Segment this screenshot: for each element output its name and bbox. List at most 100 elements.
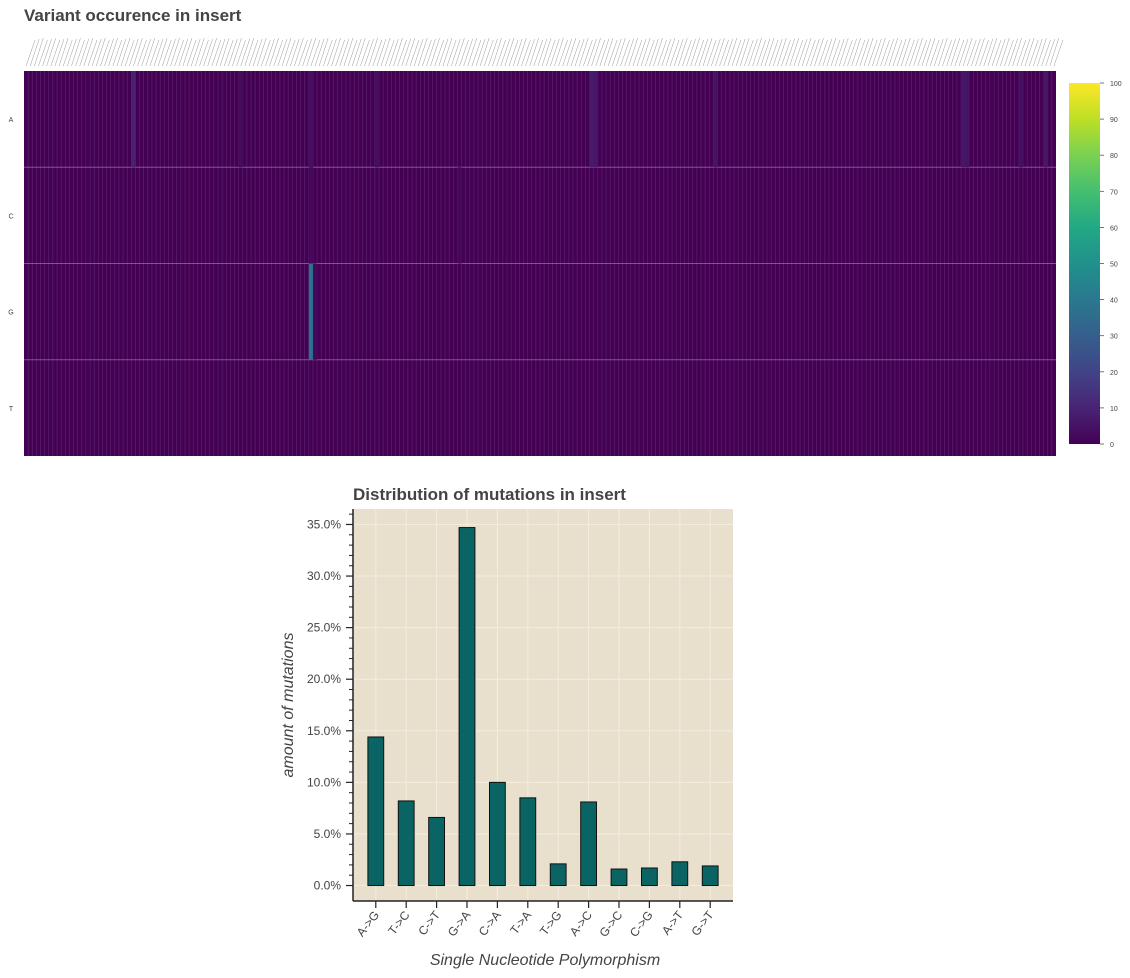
y-tick-label: 30.0%	[307, 569, 341, 583]
heatmap-column-label	[603, 37, 614, 67]
bar-T->C	[397, 800, 415, 887]
heatmap-cell	[965, 71, 970, 168]
heatmap-column-label	[327, 38, 337, 67]
heatmap-column-label	[190, 38, 201, 67]
heatmap-column-label	[521, 39, 531, 67]
heatmap-column-label	[768, 39, 779, 67]
heatmap-column-label	[991, 39, 1002, 67]
y-tick-label: 15.0%	[307, 724, 341, 738]
heatmap-column-label	[463, 38, 473, 67]
heatmap-column-label	[735, 38, 746, 67]
heatmap-column-label	[578, 37, 589, 67]
bar-C->G	[640, 867, 658, 887]
heatmap-column-label	[186, 39, 197, 67]
heatmap-column-label	[995, 38, 1006, 67]
heatmap-row-label: G	[8, 310, 13, 317]
heatmap-column-label	[314, 38, 325, 67]
heatmap-column-label	[256, 37, 267, 67]
colorbar-tick-label: 30	[1110, 334, 1118, 341]
heatmap-column-label	[500, 38, 511, 67]
heatmap-column-label	[112, 39, 122, 67]
heatmap-column-label	[409, 39, 420, 67]
heatmap-column-label	[397, 39, 407, 67]
heatmap-column-label	[888, 37, 899, 67]
heatmap-column-label	[484, 39, 494, 67]
heatmap-column-label	[310, 39, 321, 67]
heatmap-column-label	[826, 37, 837, 67]
heatmap-column-label	[756, 39, 766, 67]
heatmap-column-label	[900, 37, 911, 67]
colorbar-tick-label: 10	[1110, 406, 1118, 413]
x-tick-label: G->C	[596, 908, 625, 940]
bar-T->G	[549, 863, 567, 887]
heatmap-column-label	[562, 38, 572, 67]
heatmap-column-label	[834, 38, 845, 67]
heatmap-column-label	[830, 39, 841, 67]
colorbar-tick-label: 60	[1110, 225, 1118, 232]
heatmap-column-label	[880, 39, 890, 67]
heatmap-column-label	[983, 38, 993, 67]
heatmap-column-label	[587, 38, 597, 67]
heatmap-column-label	[339, 38, 350, 67]
heatmap-column-label	[422, 39, 432, 67]
heatmap-column-label	[938, 37, 948, 67]
heatmap-chart: A C G T 0 10 20 30 40 50 60 70 80 90 100	[8, 37, 1122, 456]
heatmap-column-label	[223, 39, 234, 67]
heatmap-column-label	[599, 38, 610, 67]
heatmap-column-label	[479, 37, 490, 67]
y-axis-label: amount of mutations	[280, 633, 297, 778]
heatmap-column-label	[620, 39, 630, 67]
heatmap-column-label	[157, 37, 168, 67]
bar-C->T	[428, 816, 446, 887]
colorbar-tick-label: 90	[1110, 117, 1118, 124]
heatmap-column-label	[467, 37, 477, 67]
heatmap-column-label	[570, 39, 581, 67]
heatmap-column-label	[442, 37, 453, 67]
heatmap-column-label	[525, 38, 535, 67]
heatmap-column-label	[665, 37, 676, 67]
heatmap-column-label	[950, 37, 960, 67]
heatmap-column-label	[434, 39, 444, 67]
heatmap-column-label	[1028, 39, 1039, 67]
heatmap-column-label	[25, 39, 36, 67]
heatmap-column-label	[302, 38, 312, 67]
heatmap-column-label	[731, 39, 742, 67]
heatmap-column-label	[669, 39, 680, 67]
heatmap-column-label	[413, 38, 424, 67]
heatmap-column-label	[706, 39, 717, 67]
heatmap-column-label	[376, 38, 387, 67]
heatmap-column-label	[356, 37, 366, 67]
heatmap-column-label	[318, 37, 329, 67]
heatmap-column-label	[739, 37, 750, 67]
colorbar-tick-label: 80	[1110, 153, 1118, 160]
heatmap-column-label	[182, 37, 193, 67]
heatmap-column-label	[933, 38, 944, 67]
colorbar-tick-label: 100	[1110, 81, 1122, 88]
heatmap-column-label	[748, 38, 758, 67]
heatmap-column-label	[917, 39, 927, 67]
heatmap-column-label	[1000, 37, 1010, 67]
heatmap-column-label	[971, 38, 981, 67]
heatmap-cell	[238, 71, 243, 168]
heatmap-column-label	[166, 38, 176, 67]
colorbar	[1069, 83, 1100, 444]
heatmap-column-label	[698, 38, 709, 67]
heatmap-column-label	[384, 39, 395, 67]
heatmap-column-label	[104, 38, 114, 67]
heatmap-column-label	[248, 39, 259, 67]
heatmap-column-label	[38, 39, 48, 67]
heatmap-column-label	[145, 37, 156, 67]
y-tick-label: 35.0%	[307, 517, 341, 531]
heatmap-column-label	[694, 39, 705, 67]
bar-C->A	[488, 781, 506, 887]
heatmap-column-label	[228, 38, 238, 67]
heatmap-column-label	[859, 38, 870, 67]
heatmap-column-label	[975, 37, 985, 67]
heatmap-row-label: A	[9, 117, 14, 124]
heatmap-column-label	[430, 37, 440, 67]
heatmap-column-label	[508, 39, 519, 67]
heatmap-column-label	[265, 38, 275, 67]
heatmap-column-label	[100, 39, 110, 67]
bar-G->T	[701, 865, 719, 887]
heatmap-column-label	[954, 39, 965, 67]
